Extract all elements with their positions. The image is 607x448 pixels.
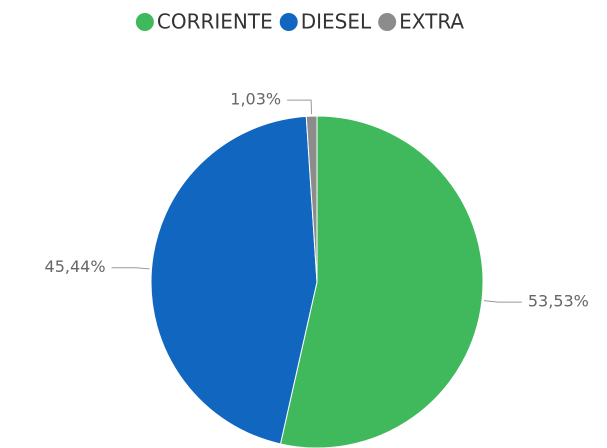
legend-marker: [378, 13, 397, 31]
leader-line: [483, 300, 522, 303]
legend-marker: [135, 13, 154, 31]
legend-label: DIESEL: [301, 10, 372, 34]
legend-marker: [279, 13, 298, 31]
data-label: 45,44%: [45, 257, 106, 276]
data-label: 53,53%: [528, 292, 589, 311]
leader-line: [287, 99, 313, 115]
legend-label: EXTRA: [399, 10, 464, 34]
data-label: 1,03%: [230, 90, 281, 109]
pie-slice: [305, 115, 318, 283]
leader-line: [111, 267, 150, 270]
legend-label: CORRIENTE: [157, 10, 273, 34]
pie-slice: [279, 115, 484, 448]
pie-slice: [150, 115, 318, 445]
